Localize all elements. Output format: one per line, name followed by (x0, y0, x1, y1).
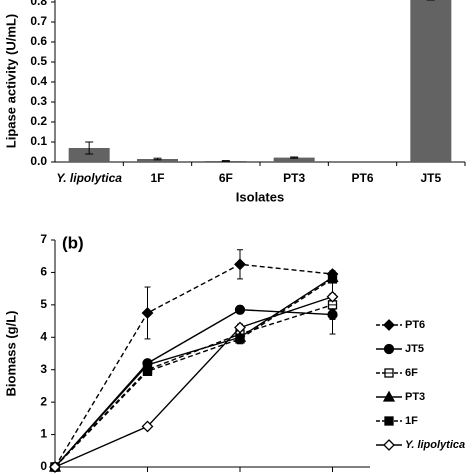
x-axis-title: Isolates (236, 189, 284, 204)
y-tick-label: 0.2 (30, 114, 47, 128)
marker (234, 258, 246, 271)
y-tick-label: 0.3 (30, 94, 47, 108)
y-tick-label: 0.7 (30, 14, 47, 28)
marker (234, 304, 246, 315)
legend-label: 6F (405, 367, 418, 379)
y-tick-label: 2 (40, 394, 47, 408)
marker (141, 307, 154, 319)
marker (326, 290, 339, 303)
error-bar (153, 157, 162, 161)
marker (384, 416, 394, 426)
series-line (54, 304, 333, 468)
series-line (54, 296, 333, 468)
y-tick-label: 5 (40, 297, 47, 311)
legend-label: PT3 (405, 391, 425, 403)
series-line (54, 276, 333, 468)
legend-entry: 6F (376, 367, 418, 379)
x-tick-label: Y. lipolytica (56, 171, 122, 185)
legend-entry: JT5 (376, 343, 424, 355)
bar (68, 148, 110, 162)
legend-label: 1F (405, 415, 418, 427)
marker (234, 321, 246, 334)
marker (49, 461, 61, 473)
y-tick-label: 6 (40, 265, 47, 279)
y-tick-label: 1 (40, 427, 47, 441)
x-tick-label: PT6 (351, 171, 373, 185)
y-tick-label: 0.0 (30, 154, 47, 168)
marker (383, 319, 395, 331)
y-tick-label: 0.5 (30, 54, 47, 68)
legend-entry: PT6 (376, 319, 425, 331)
marker (327, 274, 338, 284)
bar (410, 0, 452, 162)
legend-label: PT6 (405, 319, 425, 331)
error-bar (290, 156, 299, 159)
y-axis-title: Lipase activity (U/mL) (3, 14, 18, 148)
x-tick-label: 1F (150, 171, 164, 185)
legend-label: Y. lipolytica (405, 439, 465, 451)
legend-entry: 1F (376, 415, 418, 427)
y-tick-label: 4 (40, 329, 47, 343)
bar (273, 157, 315, 162)
y-tick-label: 7 (40, 232, 47, 246)
marker (383, 439, 395, 451)
y-tick-label: 0.1 (30, 134, 47, 148)
panel-label: (b) (62, 233, 84, 252)
marker (141, 420, 154, 433)
y-tick-label: 0.6 (30, 34, 47, 48)
y-tick-label: 3 (40, 362, 47, 376)
error-bar (85, 141, 94, 155)
y-tick-label: 0.8 (30, 0, 47, 8)
legend-label: JT5 (405, 343, 424, 355)
y-tick-label: 0 (40, 459, 47, 473)
error-bar (221, 160, 230, 162)
marker (383, 343, 395, 355)
legend-entry: PT3 (376, 390, 425, 403)
marker (382, 390, 396, 402)
bar (137, 159, 178, 162)
y-axis-title: Biomass (g/L) (3, 311, 18, 397)
x-tick-label: JT5 (420, 171, 441, 185)
series-line (54, 278, 333, 468)
x-tick-label: 6F (219, 171, 233, 185)
legend-entry: Y. lipolytica (376, 439, 465, 451)
marker (235, 334, 245, 344)
series-line (54, 263, 333, 468)
x-tick-label: PT3 (283, 171, 305, 185)
y-tick-label: 0.4 (30, 74, 47, 88)
series-line (54, 309, 333, 468)
marker (142, 366, 153, 376)
